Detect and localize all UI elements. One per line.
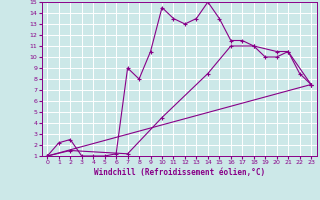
X-axis label: Windchill (Refroidissement éolien,°C): Windchill (Refroidissement éolien,°C) [94,168,265,177]
